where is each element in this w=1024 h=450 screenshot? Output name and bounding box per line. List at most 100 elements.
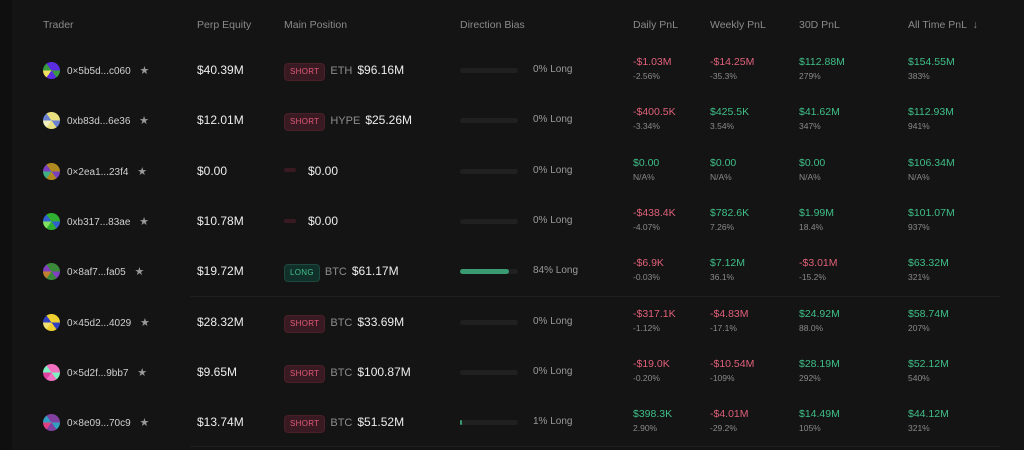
all-time-pnl-value: $106.34M (908, 156, 955, 169)
daily-pnl-pct: -0.20% (633, 372, 660, 383)
all-time-pnl: $63.32M 321% (908, 257, 949, 282)
all-time-pnl: $154.55M 383% (908, 56, 955, 81)
all-time-pnl-value: $154.55M (908, 56, 955, 68)
header-weekly-pnl[interactable]: Weekly PnL (710, 19, 766, 31)
all-time-pnl-pct: 321% (908, 272, 930, 283)
header-30d-pnl[interactable]: 30D PnL (799, 19, 840, 31)
direction-bias-bar (460, 269, 518, 275)
all-time-pnl-pct: 937% (908, 221, 930, 232)
main-position: SHORT ETH $96.16M (284, 61, 404, 81)
30d-pnl-pct: -15.2% (799, 272, 826, 283)
direction-bias-label: 0% Long (533, 164, 573, 176)
weekly-pnl: -$4.83M -17.1% (710, 308, 749, 333)
daily-pnl-value: -$1.03M (633, 56, 672, 68)
position-side-badge: SHORT (284, 113, 326, 132)
trader-address[interactable]: 0×5d2f...9bb7 ★ (67, 366, 147, 379)
table-row[interactable]: 0×5d2f...9bb7 ★ $9.65M SHORT BTC $100.87M … (0, 347, 1024, 397)
daily-pnl: $398.3K 2.90% (633, 408, 672, 433)
weekly-pnl-pct: 3.54% (710, 121, 735, 132)
weekly-pnl-pct: N/A% (710, 171, 732, 182)
sort-desc-icon: ↓ (972, 19, 978, 31)
star-icon[interactable]: ★ (134, 266, 145, 279)
weekly-pnl-pct: 7.26% (710, 221, 735, 232)
direction-bias-label: 0% Long (533, 114, 573, 126)
avatar (43, 162, 60, 180)
weekly-pnl-value: $0.00 (710, 156, 737, 169)
trader-address-text: 0×5d2f...9bb7 (67, 367, 129, 379)
daily-pnl: -$19.0K -0.20% (633, 358, 670, 383)
trader-address[interactable]: 0×45d2...4029 ★ (67, 316, 150, 329)
table-row[interactable]: 0×2ea1...23f4 ★ $0.00 $0.00 0% Long $0.0… (0, 146, 1024, 196)
all-time-pnl: $52.12M 540% (908, 358, 949, 383)
direction-bias-bar (460, 420, 518, 426)
star-icon[interactable]: ★ (137, 366, 148, 379)
all-time-pnl: $112.93M 941% (908, 106, 954, 131)
header-trader[interactable]: Trader (43, 19, 74, 31)
30d-pnl: $14.49M 105% (799, 408, 840, 433)
daily-pnl-pct: -3.34% (633, 121, 660, 132)
30d-pnl-pct: 105% (799, 423, 821, 434)
daily-pnl-pct: -2.56% (633, 71, 660, 81)
star-icon[interactable]: ★ (139, 115, 150, 128)
perp-equity: $19.72M (197, 264, 244, 279)
star-icon[interactable]: ★ (139, 215, 150, 228)
all-time-pnl: $58.74M 207% (908, 308, 949, 333)
header-perp-equity[interactable]: Perp Equity (197, 19, 252, 31)
30d-pnl-pct: 279% (799, 71, 821, 81)
star-icon[interactable]: ★ (137, 165, 148, 178)
trader-address[interactable]: 0×8e09...70c9 ★ (67, 416, 149, 429)
perp-equity: $0.00 (197, 163, 228, 178)
perp-equity: $40.39M (197, 63, 244, 77)
daily-pnl: -$1.03M -2.56% (633, 56, 672, 81)
table-row[interactable]: 0xb317...83ae ★ $10.78M $0.00 0% Long -$… (0, 196, 1024, 246)
weekly-pnl: -$10.54M -109% (710, 358, 754, 383)
star-icon[interactable]: ★ (139, 65, 150, 77)
weekly-pnl: $782.6K 7.26% (710, 207, 749, 232)
daily-pnl-value: $398.3K (633, 408, 673, 421)
weekly-pnl-pct: -29.2% (710, 423, 737, 434)
avatar (43, 313, 60, 331)
position-value: $96.16M (357, 63, 405, 77)
weekly-pnl: $7.12M 36.1% (710, 257, 745, 282)
position-value: $33.69M (357, 314, 405, 329)
header-main-position[interactable]: Main Position (284, 19, 348, 31)
header-daily-pnl[interactable]: Daily PnL (633, 19, 678, 31)
position-side-badge: SHORT (284, 415, 326, 434)
perp-equity: $28.32M (197, 314, 244, 329)
trader-address[interactable]: 0xb317...83ae ★ (67, 215, 149, 228)
30d-pnl-value: $24.92M (799, 307, 840, 320)
table-row[interactable]: 0×45d2...4029 ★ $28.32M SHORT BTC $33.69M … (0, 297, 1024, 347)
30d-pnl-value: $14.49M (799, 408, 840, 421)
30d-pnl: $28.19M 292% (799, 358, 840, 383)
star-icon[interactable]: ★ (140, 316, 150, 329)
30d-pnl-value: $1.99M (799, 206, 835, 219)
direction-bias-label: 1% Long (533, 416, 573, 428)
position-side-badge (284, 218, 296, 223)
trader-address[interactable]: 0×5b5d...c060 ★ (67, 64, 149, 77)
trader-address[interactable]: 0xb83d...6e36 ★ (67, 114, 149, 127)
trader-address[interactable]: 0×8af7...fa05 ★ (67, 265, 144, 278)
30d-pnl: $41.62M 347% (799, 106, 840, 131)
direction-bias-label: 84% Long (533, 265, 579, 277)
trader-address-text: 0×8e09...70c9 (67, 418, 131, 430)
weekly-pnl-value: -$4.01M (710, 408, 749, 421)
header-all-time-pnl[interactable]: All Time PnL ↓ (908, 19, 978, 31)
30d-pnl-pct: 292% (799, 372, 821, 383)
30d-pnl-value: -$3.01M (799, 257, 838, 270)
table-row[interactable]: 0×8af7...fa05 ★ $19.72M LONG BTC $61.17M 8… (0, 246, 1024, 296)
position-value: $51.52M (357, 415, 405, 430)
daily-pnl-pct: -0.03% (633, 272, 660, 283)
trader-address[interactable]: 0×2ea1...23f4 ★ (67, 165, 147, 178)
direction-bias-bar (460, 168, 518, 174)
header-direction-bias[interactable]: Direction Bias (460, 19, 525, 31)
table-row[interactable]: 0×8e09...70c9 ★ $13.74M SHORT BTC $51.52M … (0, 397, 1024, 447)
table-row[interactable]: 0×5b5d...c060 ★ $40.39M SHORT ETH $96.16M … (0, 45, 1024, 95)
star-icon[interactable]: ★ (139, 417, 150, 430)
position-value: $0.00 (308, 213, 339, 228)
trader-address-text: 0×45d2...4029 (67, 317, 132, 329)
daily-pnl: -$6.9K -0.03% (633, 257, 664, 282)
direction-bias-fill (460, 269, 509, 275)
table-row[interactable]: 0xb83d...6e36 ★ $12.01M SHORT HYPE $25.26M… (0, 95, 1024, 145)
position-asset: BTC (330, 417, 353, 430)
main-position: LONG BTC $61.17M (284, 262, 399, 283)
